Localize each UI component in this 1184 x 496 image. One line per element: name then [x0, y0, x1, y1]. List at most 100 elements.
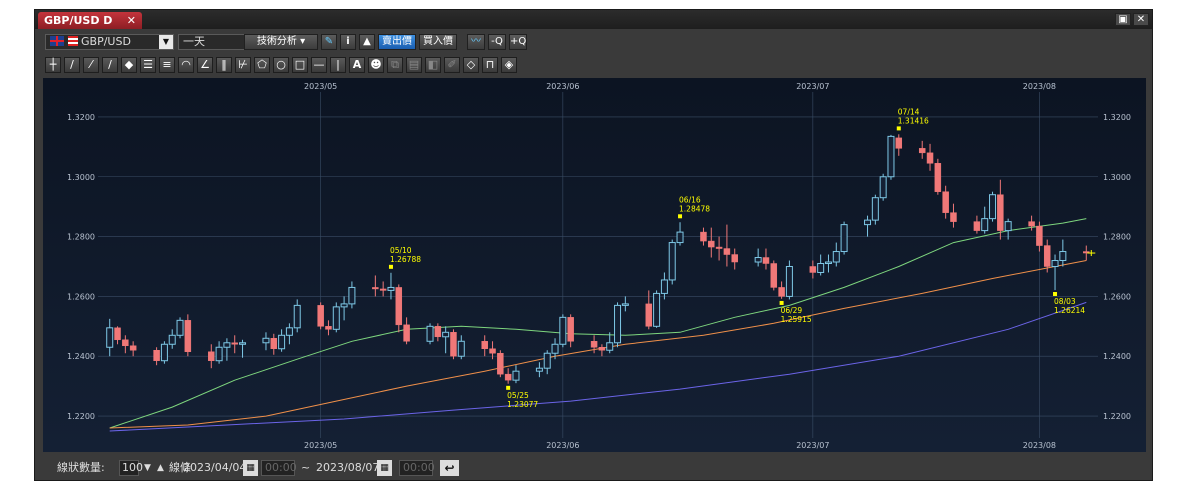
y-tick-label-left: 1.2200 — [67, 412, 95, 421]
crosshair-icon[interactable]: ┼ — [45, 57, 61, 73]
candle-body — [114, 327, 121, 341]
zoom-out-icon[interactable]: -Q — [488, 34, 506, 50]
candle-down — [481, 335, 488, 357]
channel-icon[interactable]: ☰ — [140, 57, 156, 73]
us-flag-icon — [67, 36, 78, 46]
count-decrease-icon[interactable]: ▼ — [144, 463, 151, 473]
candle-up — [442, 326, 450, 354]
from-time-input[interactable]: 00:00 — [261, 460, 297, 476]
candle-body — [824, 261, 832, 265]
symbol-select[interactable]: GBP/USD ▼ — [45, 34, 174, 50]
chevron-down-icon: ▼ — [159, 35, 173, 49]
candle-body — [950, 212, 957, 222]
candle-body — [387, 286, 395, 291]
candle-down — [598, 344, 606, 357]
technical-analysis-button[interactable]: 技術分析 ▾ — [244, 34, 318, 50]
x-tick-label-top: 2023/06 — [546, 82, 579, 91]
hide-icon[interactable]: ◧ — [425, 57, 441, 73]
candle-body — [840, 224, 848, 253]
candle-body — [348, 286, 356, 305]
vertical-lines-icon[interactable]: ‖ — [216, 57, 232, 73]
tab-close-icon[interactable]: ✕ — [126, 14, 136, 27]
polygon-icon[interactable]: ⬠ — [254, 57, 270, 73]
candle-down — [1036, 221, 1043, 252]
candle-body — [708, 240, 715, 248]
delete-icon[interactable]: ▤ — [406, 57, 422, 73]
candle-up — [340, 296, 348, 321]
return-icon[interactable]: ↩ — [440, 460, 459, 476]
x-tick-label-top: 2023/05 — [304, 82, 337, 91]
pen-tool-icon[interactable]: ✎ — [321, 34, 337, 50]
restore-window-icon[interactable]: ▣ — [1115, 13, 1131, 26]
period-select[interactable]: 一天 ▼ — [178, 34, 262, 50]
extreme-date-label: 05/10 — [390, 246, 412, 255]
y-tick-label-left: 1.2800 — [67, 233, 95, 242]
candle-up — [653, 290, 661, 328]
candle-body — [715, 246, 723, 249]
lines-label: 線條 — [169, 461, 191, 474]
close-window-icon[interactable]: ✕ — [1133, 13, 1149, 26]
extended-line-icon[interactable]: / — [102, 57, 118, 73]
arc-icon[interactable]: ◠ — [178, 57, 194, 73]
candle-body — [621, 303, 629, 306]
mountain-chart-icon[interactable]: ▲ — [359, 34, 375, 50]
text-icon[interactable]: A — [349, 57, 365, 73]
candle-down — [700, 227, 707, 246]
icon-stamp-icon[interactable]: ☻ — [368, 57, 384, 73]
pen-icon[interactable]: ✐ — [444, 57, 460, 73]
candle-body — [223, 342, 231, 348]
parallel-lines-icon[interactable]: ≡ — [159, 57, 175, 73]
candle-up — [215, 341, 223, 364]
chart-tab[interactable]: GBP/USD D ✕ — [38, 12, 142, 29]
ray-icon[interactable]: ⁄ — [83, 57, 99, 73]
extreme-value-label: 1.25915 — [781, 315, 812, 324]
candle-up — [614, 302, 622, 348]
sell-price-button[interactable]: 賣出價 — [378, 34, 416, 50]
zoom-in-icon[interactable]: +Q — [509, 34, 527, 50]
candle-body — [106, 327, 114, 348]
candle-up — [168, 329, 176, 349]
candle-up — [543, 350, 551, 375]
copy-icon[interactable]: ⧉ — [387, 57, 403, 73]
rectangle-icon[interactable]: □ — [292, 57, 308, 73]
candle-down — [918, 140, 926, 159]
candle-body — [153, 349, 160, 361]
count-increase-icon[interactable]: ▲ — [157, 463, 164, 473]
from-calendar-icon[interactable]: ▦ — [243, 460, 258, 476]
tag-icon[interactable]: ◈ — [501, 57, 517, 73]
to-date[interactable]: 2023/08/07 — [316, 461, 380, 474]
price-chart[interactable]: 1.2200 1.2200 1.2400 1.2400 1.2600 1.2600 1.28… — [43, 78, 1146, 452]
candle-body — [668, 242, 676, 281]
candle-body — [497, 352, 504, 375]
candle-up — [887, 134, 895, 180]
candle-body — [426, 325, 434, 342]
candle-body — [770, 263, 778, 288]
extreme-date-label: 06/29 — [781, 306, 803, 315]
to-calendar-icon[interactable]: ▦ — [377, 460, 392, 476]
pitchfork-icon[interactable]: ⊬ — [235, 57, 251, 73]
horizontal-line-icon[interactable]: — — [311, 57, 327, 73]
chart-settings-icon[interactable]: 〰 — [467, 34, 485, 50]
line-icon[interactable]: / — [64, 57, 80, 73]
to-time-input[interactable]: 00:00 — [399, 460, 435, 476]
candle-down — [590, 335, 598, 354]
candle-body — [285, 327, 293, 336]
magnet-icon[interactable]: ⊓ — [482, 57, 498, 73]
ruler-icon[interactable]: ◆ — [121, 57, 137, 73]
extreme-date-label: 07/14 — [898, 107, 920, 116]
buy-price-button[interactable]: 買入價 — [419, 34, 457, 50]
candle-body — [160, 343, 168, 362]
candle-up — [160, 341, 168, 364]
candle-down — [950, 203, 957, 228]
moving-average-line-ma_mid — [109, 260, 1087, 429]
eraser-icon[interactable]: ◇ — [463, 57, 479, 73]
vertical-line-icon[interactable]: | — [330, 57, 346, 73]
count-input[interactable]: 100 — [119, 460, 143, 476]
candle-body — [129, 345, 137, 351]
info-icon[interactable]: i — [340, 34, 356, 50]
from-date[interactable]: 2023/04/04 — [183, 461, 247, 474]
x-tick-label-bottom: 2023/05 — [304, 441, 337, 450]
candle-up — [176, 317, 184, 339]
fibonacci-fan-icon[interactable]: ∠ — [197, 57, 213, 73]
circle-icon[interactable]: ○ — [273, 57, 289, 73]
